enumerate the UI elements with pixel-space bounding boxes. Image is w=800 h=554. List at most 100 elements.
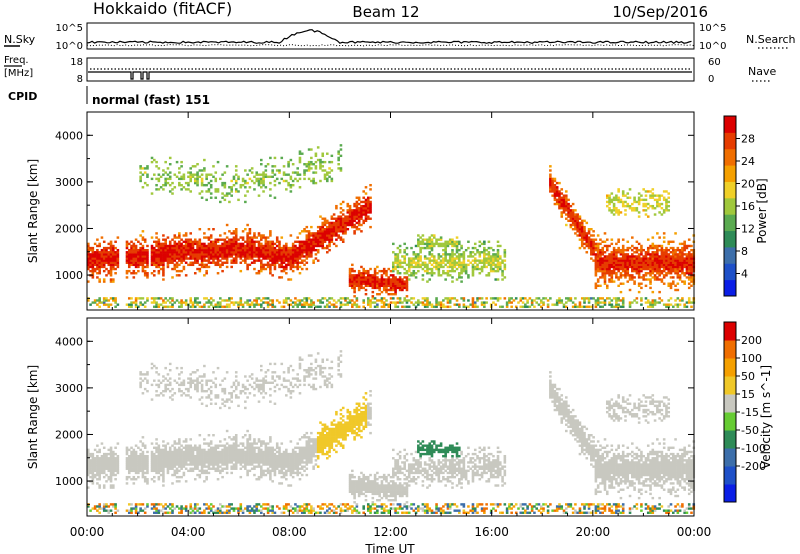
power-cell	[266, 175, 270, 178]
power-cell	[407, 299, 411, 302]
power-cell	[369, 280, 372, 283]
power-cell	[98, 257, 101, 260]
velocity-cell	[182, 465, 186, 468]
velocity-cell	[107, 463, 111, 466]
power-cell	[549, 173, 552, 176]
power-cell	[264, 297, 268, 300]
power-cell	[114, 257, 117, 260]
power-cell	[626, 248, 630, 252]
power-cell	[685, 257, 689, 260]
power-cell	[599, 267, 602, 271]
power-cell	[646, 305, 650, 308]
power-cell	[651, 253, 655, 256]
power-cell	[205, 263, 208, 267]
power-cell	[155, 257, 158, 260]
power-cell	[225, 265, 229, 269]
power-cell	[105, 303, 108, 306]
power-cell	[355, 209, 359, 212]
velocity-cell	[150, 463, 154, 466]
power-cell	[278, 244, 281, 248]
power-cell	[640, 261, 643, 264]
power-cell	[337, 152, 340, 155]
power-cell	[153, 248, 156, 252]
power-cell	[191, 173, 195, 176]
power-cell	[476, 251, 479, 254]
power-cell	[339, 202, 343, 206]
power-cell	[337, 228, 340, 231]
power-cell	[412, 303, 416, 306]
power-cell	[134, 244, 138, 248]
power-cell	[585, 251, 589, 254]
velocity-cell	[107, 478, 111, 481]
power-cell	[662, 274, 666, 277]
power-cell	[259, 244, 263, 248]
power-cell	[662, 269, 666, 273]
power-cell	[366, 215, 370, 218]
power-cell	[219, 246, 222, 250]
power-cell	[617, 278, 620, 281]
power-cell	[353, 209, 356, 212]
power-cell	[594, 299, 598, 302]
power-cell	[437, 303, 441, 306]
power-cell	[656, 257, 659, 260]
power-cell	[266, 263, 270, 267]
power-cell	[303, 255, 306, 258]
power-cell	[323, 240, 327, 243]
velocity-cell	[178, 377, 181, 380]
power-cell	[303, 305, 306, 308]
velocity-cell	[153, 446, 156, 449]
power-cell	[328, 228, 331, 231]
power-cell	[430, 274, 434, 277]
power-cell	[376, 265, 379, 269]
power-cell	[332, 242, 336, 246]
power-cell	[157, 248, 161, 252]
velocity-cell	[93, 459, 97, 462]
power-cell	[410, 297, 413, 300]
power-cell	[335, 225, 338, 229]
power-cell	[687, 257, 691, 260]
power-cell	[362, 211, 366, 214]
power-cell	[446, 301, 450, 304]
power-cell	[171, 246, 174, 250]
velocity-cell	[141, 475, 145, 479]
power-cell	[180, 244, 183, 248]
power-cell	[610, 200, 614, 204]
power-cell	[259, 173, 263, 176]
y-tick-label: 3000	[55, 176, 83, 189]
power-cell	[403, 257, 406, 260]
power-cell	[146, 276, 149, 279]
power-cell	[496, 269, 500, 273]
power-cell	[653, 255, 657, 258]
power-cell	[332, 225, 336, 229]
power-cell	[253, 303, 256, 306]
power-cell	[521, 301, 525, 304]
power-cell	[275, 169, 279, 172]
power-cell	[407, 278, 411, 281]
velocity-cell	[157, 383, 161, 387]
velocity-cell	[96, 478, 99, 481]
velocity-cell	[114, 505, 117, 508]
power-cell	[109, 274, 113, 277]
power-cell	[653, 207, 657, 210]
power-cell	[471, 301, 475, 304]
power-cell	[241, 242, 245, 246]
velocity-cell	[164, 377, 167, 380]
power-cell	[385, 274, 388, 277]
power-cell	[212, 299, 215, 302]
power-cell	[373, 286, 377, 290]
power-cell	[398, 248, 402, 252]
velocity-cell	[171, 387, 174, 391]
power-cell	[237, 251, 240, 254]
power-cell	[669, 263, 673, 267]
power-cell	[353, 278, 356, 281]
power-cell	[612, 261, 616, 264]
power-cell	[667, 303, 671, 306]
power-cell	[225, 194, 229, 197]
power-cell	[555, 190, 559, 193]
power-cell	[658, 196, 661, 199]
power-cell	[289, 177, 293, 181]
power-cell	[658, 198, 661, 202]
power-cell	[423, 238, 427, 241]
power-cell	[162, 251, 165, 254]
power-cell	[678, 303, 682, 306]
